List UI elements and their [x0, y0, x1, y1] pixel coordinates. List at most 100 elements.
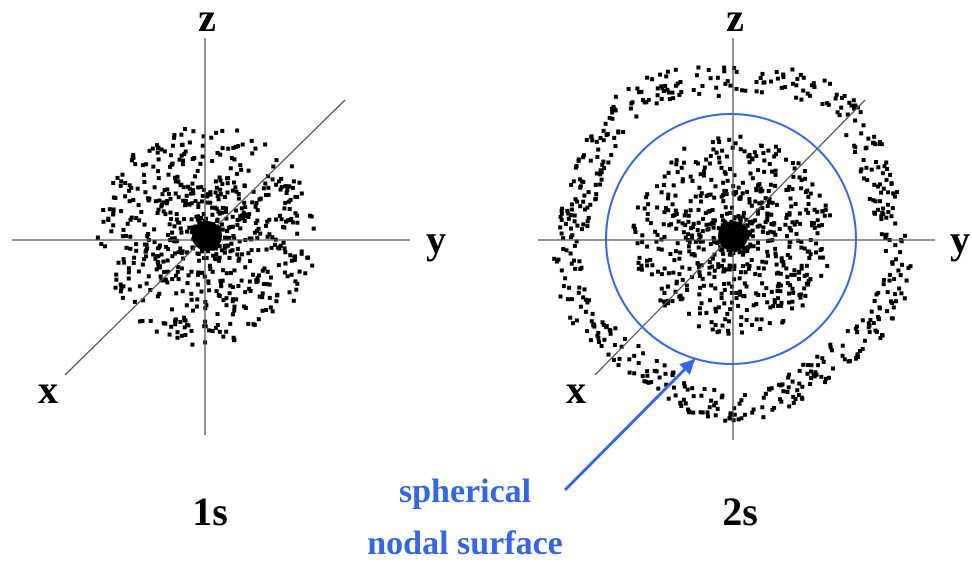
dot	[292, 258, 297, 262]
dot	[687, 249, 692, 254]
dot	[659, 272, 664, 277]
dot	[789, 272, 794, 277]
dot	[772, 221, 777, 226]
dot	[698, 193, 703, 198]
dot	[828, 213, 832, 218]
dot	[890, 206, 895, 211]
dot	[229, 241, 234, 246]
dot	[808, 277, 813, 282]
dot	[778, 289, 783, 294]
arrow	[563, 358, 696, 492]
dot	[877, 305, 882, 310]
dot	[208, 190, 213, 195]
dot	[773, 183, 778, 188]
dot	[697, 232, 702, 237]
dot	[656, 269, 660, 274]
dot	[172, 224, 177, 229]
dot	[659, 96, 664, 101]
dot	[904, 278, 909, 283]
dot	[252, 322, 257, 327]
dot	[156, 157, 161, 162]
dot	[152, 227, 157, 232]
dot	[723, 205, 728, 210]
dot	[277, 213, 282, 218]
dot	[861, 123, 866, 128]
dot	[840, 353, 845, 358]
dot	[889, 181, 894, 186]
dot	[760, 281, 765, 286]
dot	[183, 203, 188, 208]
dot	[879, 217, 884, 221]
dot	[199, 249, 204, 254]
dot	[126, 270, 131, 275]
dot	[712, 240, 717, 245]
dot	[129, 215, 134, 220]
dot	[787, 240, 792, 245]
dot	[157, 198, 162, 203]
dot	[732, 173, 737, 178]
dot	[266, 185, 271, 190]
dot	[287, 184, 292, 189]
dot	[156, 169, 160, 174]
dot	[886, 202, 890, 207]
dot	[235, 128, 240, 133]
dot	[232, 304, 237, 309]
dot	[220, 227, 225, 232]
dot	[781, 318, 786, 323]
dot	[789, 228, 793, 233]
dot	[182, 325, 187, 330]
dot	[839, 105, 844, 110]
dot	[721, 180, 726, 185]
dot	[700, 239, 705, 244]
dot	[574, 318, 579, 323]
dot	[709, 320, 714, 325]
dot	[157, 291, 162, 296]
dot	[161, 259, 166, 264]
dot	[131, 152, 136, 157]
dot	[716, 226, 721, 231]
dot	[876, 290, 881, 295]
dot	[573, 266, 578, 271]
dot	[666, 396, 671, 401]
dot	[219, 281, 224, 286]
dot	[722, 170, 727, 175]
dot	[213, 246, 218, 251]
dot	[191, 308, 195, 313]
dot	[682, 384, 687, 389]
dot	[654, 239, 659, 244]
dot	[772, 300, 777, 305]
dot	[671, 270, 676, 275]
dot	[271, 164, 276, 169]
dot	[845, 329, 850, 334]
dot	[623, 336, 627, 341]
dot	[200, 193, 205, 198]
dot	[766, 148, 771, 153]
dot	[847, 100, 852, 105]
dot	[169, 324, 174, 329]
dot	[808, 252, 813, 257]
dot	[756, 168, 761, 173]
dot	[639, 267, 644, 272]
dot	[706, 414, 710, 419]
dot	[734, 69, 739, 74]
dot	[178, 183, 183, 188]
dot	[234, 208, 238, 213]
dot	[860, 347, 865, 351]
dot	[805, 91, 810, 96]
dot	[189, 217, 194, 222]
dot	[778, 271, 783, 276]
dot	[645, 211, 650, 216]
dot	[883, 249, 888, 253]
dot	[229, 270, 233, 275]
dot	[224, 216, 229, 221]
dot	[146, 274, 151, 279]
dot	[675, 241, 680, 246]
dot	[224, 271, 229, 276]
dot	[256, 226, 261, 231]
dot	[823, 203, 828, 208]
dot	[260, 291, 265, 296]
dot	[674, 211, 679, 216]
dot	[796, 270, 801, 275]
dot	[167, 222, 172, 227]
dot	[126, 276, 131, 281]
